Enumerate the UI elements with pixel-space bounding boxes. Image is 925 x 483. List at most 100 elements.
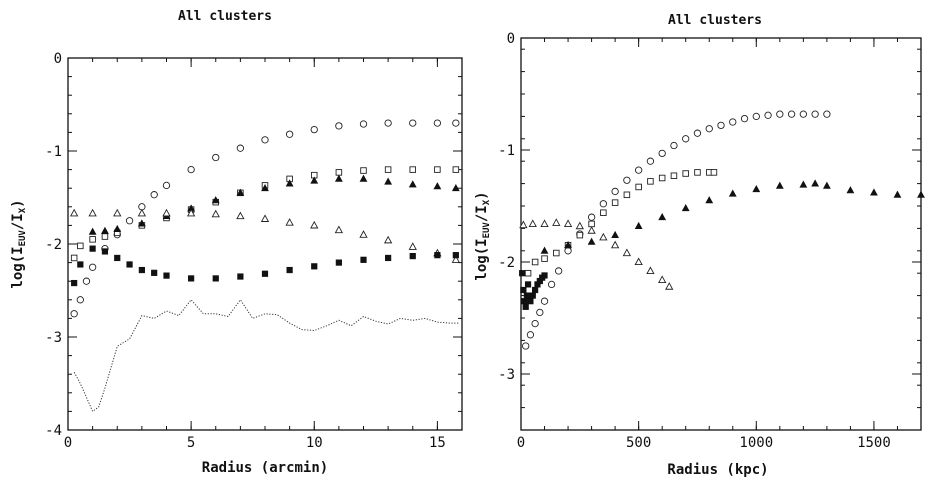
- left-data-point: [261, 270, 269, 277]
- left-data-point: [409, 166, 417, 173]
- right-data-point: [587, 213, 596, 221]
- right-data-point: [564, 240, 572, 249]
- left-x-tick-label: 5: [187, 435, 195, 451]
- right-data-point: [694, 169, 701, 176]
- right-data-point: [528, 219, 537, 227]
- left-data-point: [285, 218, 294, 226]
- left-data-point: [89, 236, 96, 243]
- left-data-point: [211, 209, 220, 218]
- right-data-point: [811, 110, 819, 118]
- left-data-point: [359, 230, 368, 238]
- right-data-point: [635, 183, 642, 191]
- right-data-point: [531, 258, 539, 266]
- left-series-dotted-line: [73, 298, 460, 413]
- right-data-point: [519, 270, 526, 277]
- right-data-point: [541, 272, 548, 279]
- right-data-point: [822, 181, 831, 189]
- left-data-point: [69, 208, 79, 217]
- right-data-point: [752, 184, 761, 193]
- left-data-point: [82, 277, 91, 285]
- right-data-point: [917, 190, 925, 198]
- left-data-point: [286, 266, 293, 274]
- right-data-point: [527, 298, 534, 305]
- left-data-point: [334, 225, 344, 234]
- right-data-point: [658, 212, 667, 221]
- left-data-point: [101, 233, 109, 240]
- right-data-point: [524, 269, 532, 277]
- right-data-point: [536, 308, 544, 317]
- right-data-point: [670, 141, 678, 150]
- right-data-point: [540, 246, 549, 254]
- right-y-axis-label: log(IEUV/IX): [474, 191, 492, 280]
- right-data-point: [658, 275, 667, 283]
- left-data-point: [236, 188, 245, 196]
- left-data-point: [236, 144, 245, 152]
- right-data-point: [610, 240, 620, 249]
- right-data-point: [646, 266, 655, 275]
- right-axis-ticks: 0 500 1000 1500 0 -1 -2 -3: [498, 31, 922, 451]
- right-y-tick-label: -2: [498, 255, 515, 271]
- left-data-point: [125, 217, 134, 225]
- right-data-point: [658, 149, 666, 158]
- left-chart-title: All clusters: [178, 9, 272, 24]
- right-series-filled-square: [519, 270, 548, 310]
- left-data-point: [138, 266, 145, 274]
- left-data-point: [434, 166, 441, 173]
- left-data-point: [88, 263, 97, 271]
- left-data-point: [150, 191, 158, 199]
- left-data-point: [384, 119, 392, 127]
- left-series-open-square: [70, 166, 460, 262]
- right-data-point: [588, 220, 595, 228]
- right-data-point: [776, 110, 784, 118]
- right-data-point: [823, 110, 831, 118]
- left-data-series: [69, 119, 461, 413]
- left-data-point: [101, 248, 109, 255]
- left-data-point: [186, 208, 196, 217]
- right-data-point: [693, 129, 702, 137]
- right-data-point: [553, 249, 560, 257]
- left-data-point: [408, 242, 417, 250]
- right-data-point: [740, 114, 749, 123]
- right-data-point: [811, 179, 820, 187]
- left-data-point: [433, 119, 442, 127]
- right-data-point: [611, 199, 619, 206]
- right-data-point: [576, 231, 584, 239]
- right-data-point: [600, 209, 607, 216]
- right-data-point: [670, 172, 678, 180]
- right-data-point: [787, 110, 796, 118]
- left-data-point: [162, 208, 171, 217]
- left-data-point: [360, 167, 367, 174]
- left-panel-arcmin: All clusters 0 5 10 15 0 -1 -2 -3 -4 Radius (arc…: [10, 9, 463, 476]
- left-data-point: [76, 296, 84, 304]
- left-data-point: [88, 208, 97, 217]
- right-data-point: [705, 196, 714, 204]
- right-data-point: [587, 237, 596, 245]
- right-data-point: [541, 255, 548, 262]
- left-data-point: [162, 181, 171, 190]
- right-data-point: [554, 267, 563, 275]
- right-x-tick-label: 1000: [739, 435, 773, 451]
- left-data-point: [89, 245, 96, 252]
- right-data-point: [547, 280, 556, 289]
- left-y-tick-label: -2: [45, 237, 62, 253]
- left-data-point: [384, 177, 393, 185]
- left-data-point: [385, 254, 392, 262]
- left-data-point: [188, 275, 195, 282]
- left-data-point: [260, 214, 270, 222]
- left-data-point: [408, 180, 417, 188]
- left-data-point: [137, 219, 146, 227]
- left-series-line: [73, 298, 460, 413]
- left-plot-frame: [67, 57, 463, 431]
- left-data-point: [335, 169, 343, 176]
- right-y-tick-label: -3: [498, 367, 515, 383]
- right-data-point: [893, 190, 902, 198]
- right-series-open-circle: [522, 110, 831, 350]
- left-y-tick-label: -3: [45, 330, 62, 346]
- right-x-tick-label: 1500: [857, 435, 891, 451]
- right-data-point: [634, 257, 643, 266]
- right-x-axis-label: Radius (kpc): [667, 462, 768, 478]
- left-data-point: [236, 211, 245, 220]
- left-data-point: [359, 174, 368, 182]
- right-data-point: [729, 118, 737, 126]
- left-y-tick-label: 0: [54, 51, 62, 67]
